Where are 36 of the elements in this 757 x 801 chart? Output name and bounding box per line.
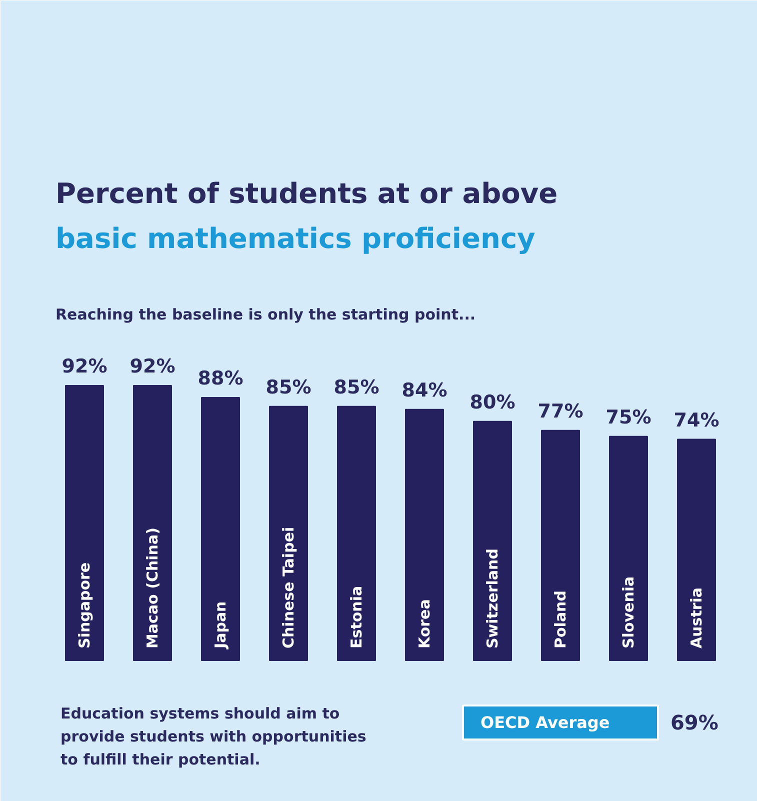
x-tick-label: Singapore xyxy=(76,562,94,648)
text: Education systems should aim to provide students with opportunities to fulfill their potential. xyxy=(60,704,366,768)
text: Reaching the baseline is only the starting point... xyxy=(56,306,476,324)
x-tick-label: Switzerland xyxy=(484,548,502,648)
x-tick-label: Macao (China) xyxy=(144,528,162,648)
bar xyxy=(541,430,580,661)
bar xyxy=(65,385,104,661)
text: 69% xyxy=(670,710,718,734)
bar xyxy=(677,438,716,661)
data-label: 92% xyxy=(62,356,108,378)
data-label: 85% xyxy=(334,376,380,398)
x-tick-label: Estonia xyxy=(348,586,366,648)
bar xyxy=(269,406,308,661)
x-tick-label: Slovenia xyxy=(620,576,638,648)
data-label: 80% xyxy=(470,391,516,414)
bar xyxy=(337,406,376,661)
data-label: 77% xyxy=(538,400,584,422)
x-tick-label: Austria xyxy=(688,587,706,648)
x-tick-label: Chinese Taipei xyxy=(280,526,298,648)
bar xyxy=(201,396,240,661)
data-label: 88% xyxy=(198,367,244,390)
data-label: 74% xyxy=(674,409,720,432)
x-tick-label: Japan xyxy=(212,601,230,650)
x-tick-label: Poland xyxy=(552,590,570,648)
data-label: 92% xyxy=(130,356,176,378)
data-label: 84% xyxy=(402,379,448,402)
data-label: 85% xyxy=(266,376,312,398)
bar xyxy=(405,408,444,661)
chart-title: Percent of students at or above xyxy=(56,177,558,210)
bar xyxy=(609,436,648,661)
bar xyxy=(473,420,512,661)
bar xyxy=(133,385,172,661)
data-label: 75% xyxy=(606,406,652,428)
text: OECD Average xyxy=(480,713,610,732)
chart-subtitle: basic mathematics proficiency xyxy=(56,222,536,255)
x-tick-label: Korea xyxy=(416,599,434,648)
